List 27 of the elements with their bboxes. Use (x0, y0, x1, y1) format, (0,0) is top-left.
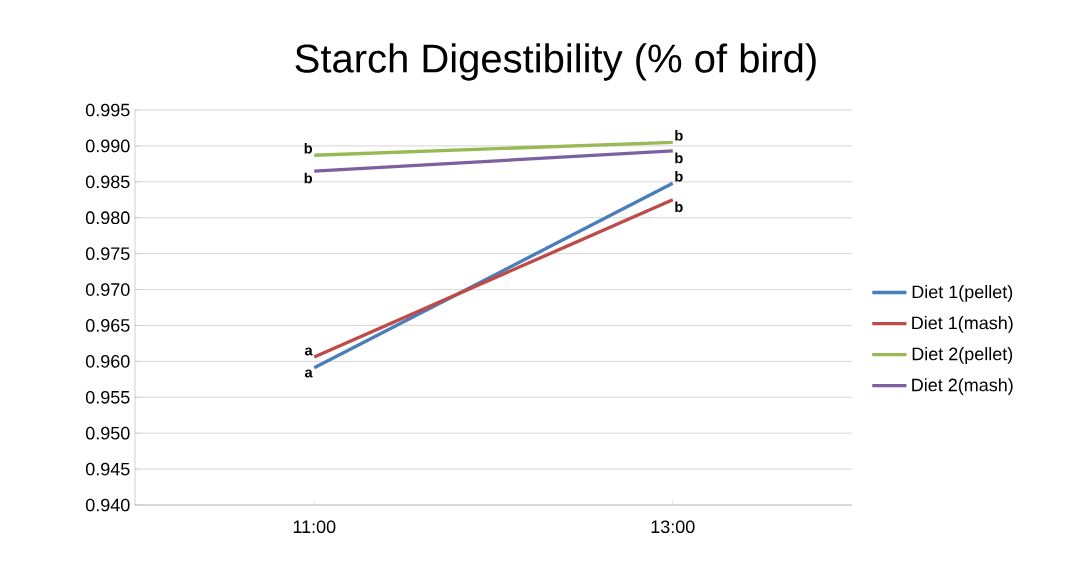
y-tick-label: 0.980 (85, 211, 130, 225)
x-tick-label: 11:00 (293, 520, 336, 534)
annotation: b (675, 152, 683, 164)
legend-label: Diet 1(pellet) (912, 285, 1013, 302)
annotation: b (304, 142, 313, 154)
annotation: b (675, 201, 683, 213)
y-tick-label: 0.970 (85, 283, 130, 296)
annotation: a (304, 347, 313, 356)
annotation: b (675, 129, 683, 141)
y-tick-label: 0.965 (85, 319, 130, 332)
y-tick-label: 0.940 (85, 498, 130, 512)
x-tick-label: 13:00 (651, 520, 695, 534)
y-tick-label: 0.990 (85, 139, 130, 153)
chart-title: Starch Digestibility (% of bird) (295, 43, 816, 81)
annotation: a (304, 369, 313, 378)
y-tick-label: 0.955 (85, 390, 130, 404)
legend-label: Diet 1(mash) (912, 316, 1013, 333)
annotation: b (675, 170, 683, 182)
y-tick-label: 0.945 (85, 462, 130, 476)
annotation: b (304, 172, 313, 184)
y-tick-label: 0.985 (85, 175, 130, 189)
legend-label: Diet 2(pellet) (912, 347, 1013, 364)
y-tick-label: 0.960 (85, 354, 130, 368)
y-tick-label: 0.975 (85, 247, 130, 260)
legend-label: Diet 2(mash) (912, 378, 1013, 395)
y-tick-label: 0.995 (85, 103, 130, 117)
y-tick-label: 0.950 (85, 426, 130, 440)
